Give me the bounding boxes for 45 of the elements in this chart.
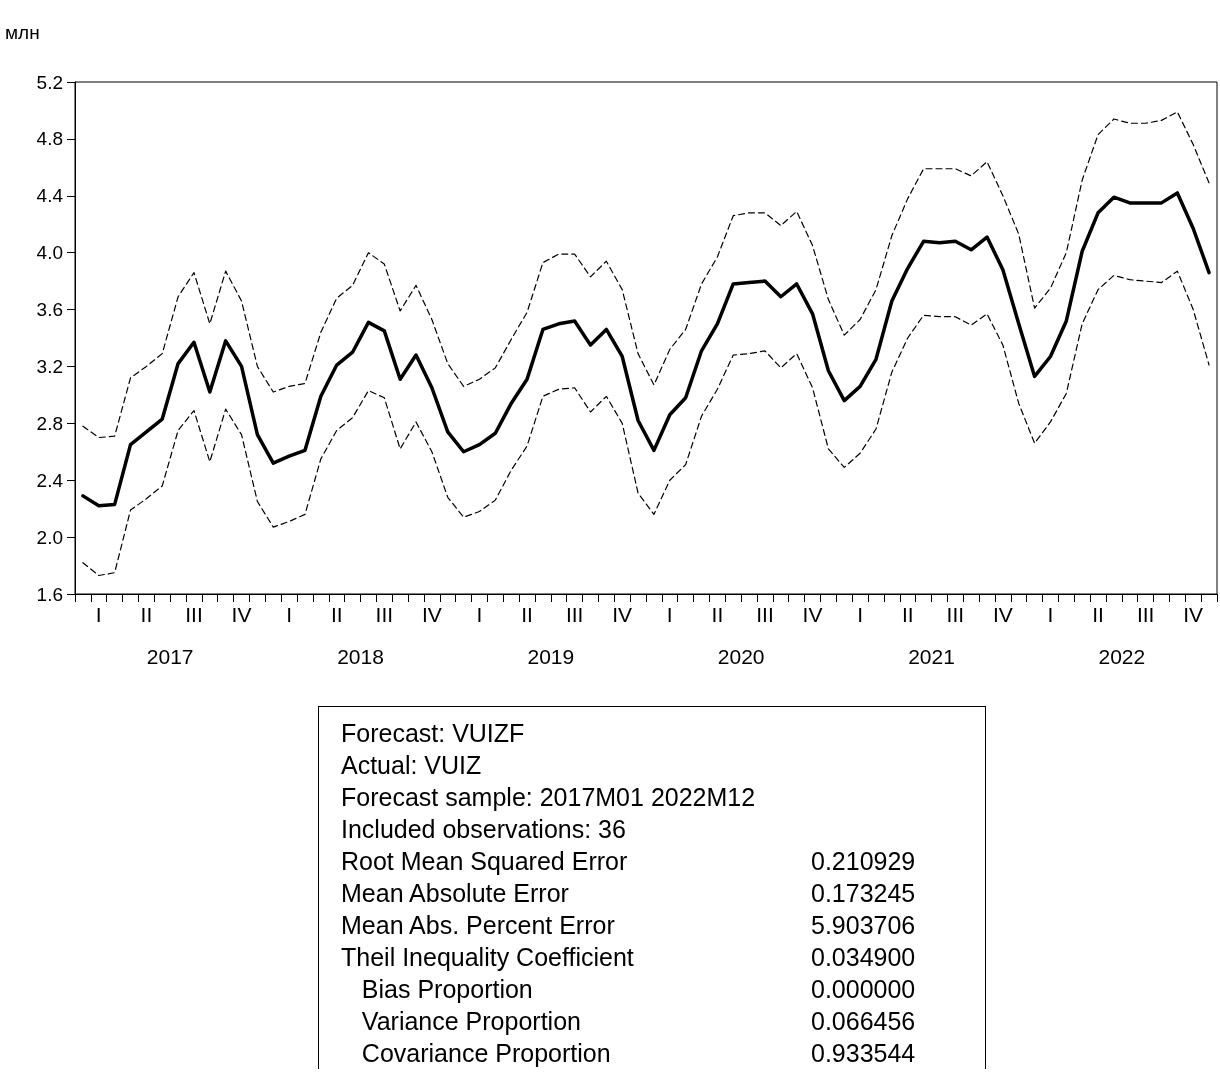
text: 2020 [717, 645, 765, 668]
x-tick-label: IV [612, 603, 633, 626]
x-tick-label: II [140, 603, 153, 626]
x-tick-label: I [857, 603, 864, 626]
x-tick-label: IV [421, 603, 442, 626]
x-tick-label: III [1136, 603, 1155, 626]
x-tick-label: II [521, 603, 533, 626]
text: 2018 [337, 645, 384, 668]
x-tick-label: III [756, 603, 774, 626]
line-series [82, 111, 1210, 439]
x-tick-label: II [1092, 603, 1104, 626]
text: 2021 [908, 645, 955, 668]
x-tick-label: III [946, 603, 965, 626]
text: 2019 [527, 645, 575, 668]
x-tick-label: IV [992, 603, 1013, 626]
x-tick-label: III [375, 603, 394, 626]
x-tick-label: IV [802, 603, 823, 626]
text: 2017 [146, 645, 194, 668]
text: 2022 [1098, 645, 1146, 668]
x-tick-label: II [711, 603, 724, 626]
line-series [82, 270, 1210, 577]
x-tick-label: II [330, 603, 343, 626]
y-tick-label: 3.6 [36, 299, 63, 321]
statistics-box: Forecast: VUIZF Actual: VUIZ Forecast sample: 2017M01 2022M12 Included observations: 36 Root Mean Squared Error 0.210929 Mean Absolute Error 0.173245 Mean Abs. Percent Error 5.903706 Theil Inequality Coefficient 0.034900 Bias Proportion 0.000000 Variance Proportion 0.066456 Covariance Proportion 0.933544 [318, 706, 986, 1069]
y-axis-title: млн [5, 22, 40, 43]
y-tick-label: 2.0 [36, 526, 63, 548]
y-tick-label: 3.2 [36, 355, 63, 377]
x-tick-label: I [666, 603, 673, 626]
y-tick-label: 2.8 [36, 412, 63, 434]
y-tick-label: 2.4 [36, 469, 64, 491]
y-tick-label: 4.8 [36, 128, 63, 150]
x-tick-label: IV [231, 603, 252, 626]
x-tick-label: I [286, 603, 293, 626]
x-tick-label: IV [1183, 603, 1204, 626]
y-tick-label: 4.4 [36, 185, 64, 207]
x-tick-label: I [95, 603, 102, 626]
y-tick-label: 4.0 [36, 242, 63, 264]
x-tick-label: I [476, 603, 483, 626]
y-tick-label: 1.6 [36, 583, 63, 605]
x-tick-label: I [1047, 603, 1054, 626]
x-tick-label: III [185, 603, 203, 626]
x-tick-label: III [565, 603, 584, 626]
y-tick-label: 5.2 [36, 71, 63, 93]
x-tick-label: II [901, 603, 914, 626]
line-series [81, 191, 1211, 508]
